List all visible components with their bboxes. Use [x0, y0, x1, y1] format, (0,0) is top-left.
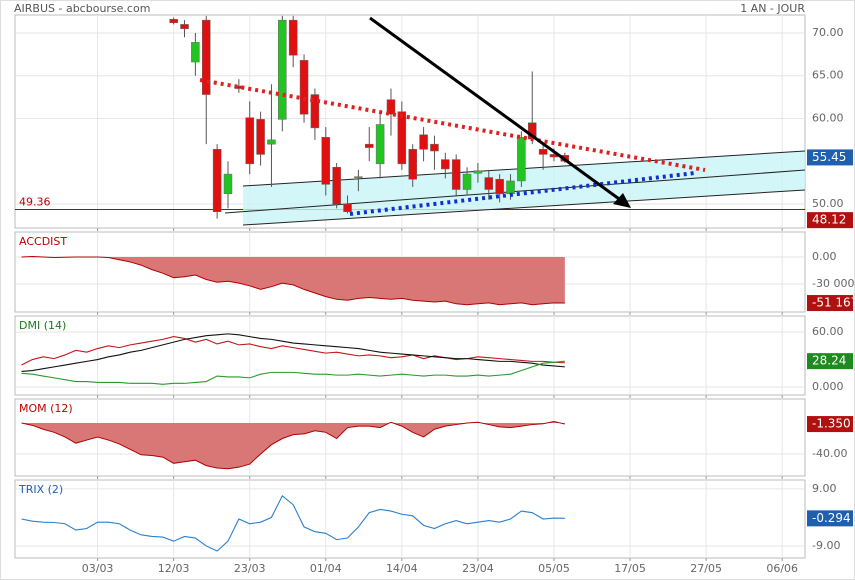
channel-lower	[242, 189, 805, 226]
panel-frame	[14, 231, 806, 313]
candle-body	[517, 137, 526, 182]
x-tick-label: 23/03	[234, 562, 266, 575]
y-tick-label: -9.00	[812, 539, 840, 552]
candle-body	[473, 170, 483, 174]
y-tick-label: 60.00	[812, 112, 844, 125]
candle-body	[451, 159, 461, 190]
trend-arrow	[369, 16, 627, 206]
area	[21, 256, 565, 305]
y-tick-label: -40.00	[812, 447, 847, 460]
panel-title: TRIX (2)	[18, 483, 63, 496]
panel-title: MOM (12)	[19, 402, 73, 415]
candle-body	[365, 143, 374, 148]
candle-body	[310, 94, 320, 129]
value-badge	[807, 353, 853, 370]
line	[21, 336, 565, 366]
y-tick-label: 60.00	[812, 325, 844, 338]
x-tick-label: 05/05	[538, 562, 570, 575]
price-badge	[807, 149, 853, 166]
x-tick-label: 03/03	[82, 562, 114, 575]
line	[21, 333, 565, 372]
candle-body	[495, 178, 504, 195]
value-badge-label: 28.24	[812, 354, 846, 368]
x-tick-label: 23/04	[462, 562, 494, 575]
candle-body	[397, 111, 407, 165]
candle-body	[408, 149, 417, 180]
candle-body	[441, 159, 450, 170]
candle-body	[332, 167, 341, 205]
panel-frame	[14, 315, 806, 396]
candle-body	[321, 137, 331, 185]
y-tick-label: 9.00	[812, 482, 837, 495]
y-tick-label: 50.00	[812, 197, 844, 210]
value-badge	[807, 295, 853, 312]
candle-body	[299, 60, 309, 115]
candle-body	[343, 203, 352, 212]
value-badge	[807, 416, 853, 433]
value-badge-label: -0.294	[812, 511, 851, 525]
panel-title: DMI (14)	[19, 319, 66, 332]
panel-frame	[14, 398, 806, 477]
panel-title: ACCDIST	[19, 235, 67, 248]
line	[21, 360, 565, 385]
price-badge	[807, 212, 853, 229]
candle-body	[223, 173, 233, 195]
area-line	[21, 420, 565, 470]
y-tick-label: 0.000	[812, 380, 844, 393]
value-badge-label: -51 167	[812, 296, 855, 310]
candle-body	[191, 42, 200, 63]
candle-body	[506, 180, 515, 195]
y-tick-label: -30 000	[812, 277, 854, 290]
candle-body	[212, 149, 222, 212]
chart-title: AIRBUS - abcbourse.com	[14, 2, 150, 15]
candle-body	[462, 173, 472, 190]
support-line	[349, 171, 696, 216]
area	[21, 421, 565, 469]
candle-body	[245, 117, 254, 165]
candle-body	[267, 139, 276, 145]
y-tick-label: 0.00	[812, 250, 837, 263]
candle-body	[278, 19, 287, 120]
channel-fill	[243, 151, 805, 225]
reference-label: 49.36	[19, 196, 51, 209]
x-tick-label: 14/04	[386, 562, 418, 575]
x-tick-label: 06/06	[766, 562, 798, 575]
x-tick-label: 12/03	[158, 562, 190, 575]
area-line	[21, 256, 565, 306]
channel-middle	[224, 169, 805, 214]
y-tick-label: 70.00	[812, 26, 844, 39]
line	[21, 494, 565, 552]
candle-body	[484, 177, 494, 190]
candle-body	[430, 143, 439, 152]
trend-overlays	[199, 16, 706, 216]
candle-body	[354, 176, 363, 178]
x-tick-label: 17/05	[614, 562, 646, 575]
price-badge-label: 48.12	[812, 213, 846, 227]
price-badge-label: 55.45	[812, 150, 846, 164]
candle-body	[169, 19, 178, 23]
period: 1 AN - JOUR	[740, 2, 805, 15]
y-tick-label: 65.00	[812, 69, 844, 82]
x-tick-label: 01/04	[310, 562, 342, 575]
candle-body	[180, 24, 189, 29]
panel-frame	[14, 479, 806, 559]
value-badge-label: -1.350	[812, 417, 851, 431]
x-tick-label: 27/05	[690, 562, 722, 575]
candle-body	[386, 99, 396, 115]
resistance-line	[199, 78, 706, 172]
candle-body	[375, 124, 385, 165]
candle-body	[288, 19, 298, 56]
arrow-head	[613, 193, 631, 208]
candle-body	[538, 149, 548, 155]
candle-body	[256, 119, 265, 155]
value-badge	[807, 510, 853, 527]
candle-body	[419, 134, 428, 150]
panel-frame	[14, 14, 806, 229]
candle-body	[202, 19, 211, 95]
